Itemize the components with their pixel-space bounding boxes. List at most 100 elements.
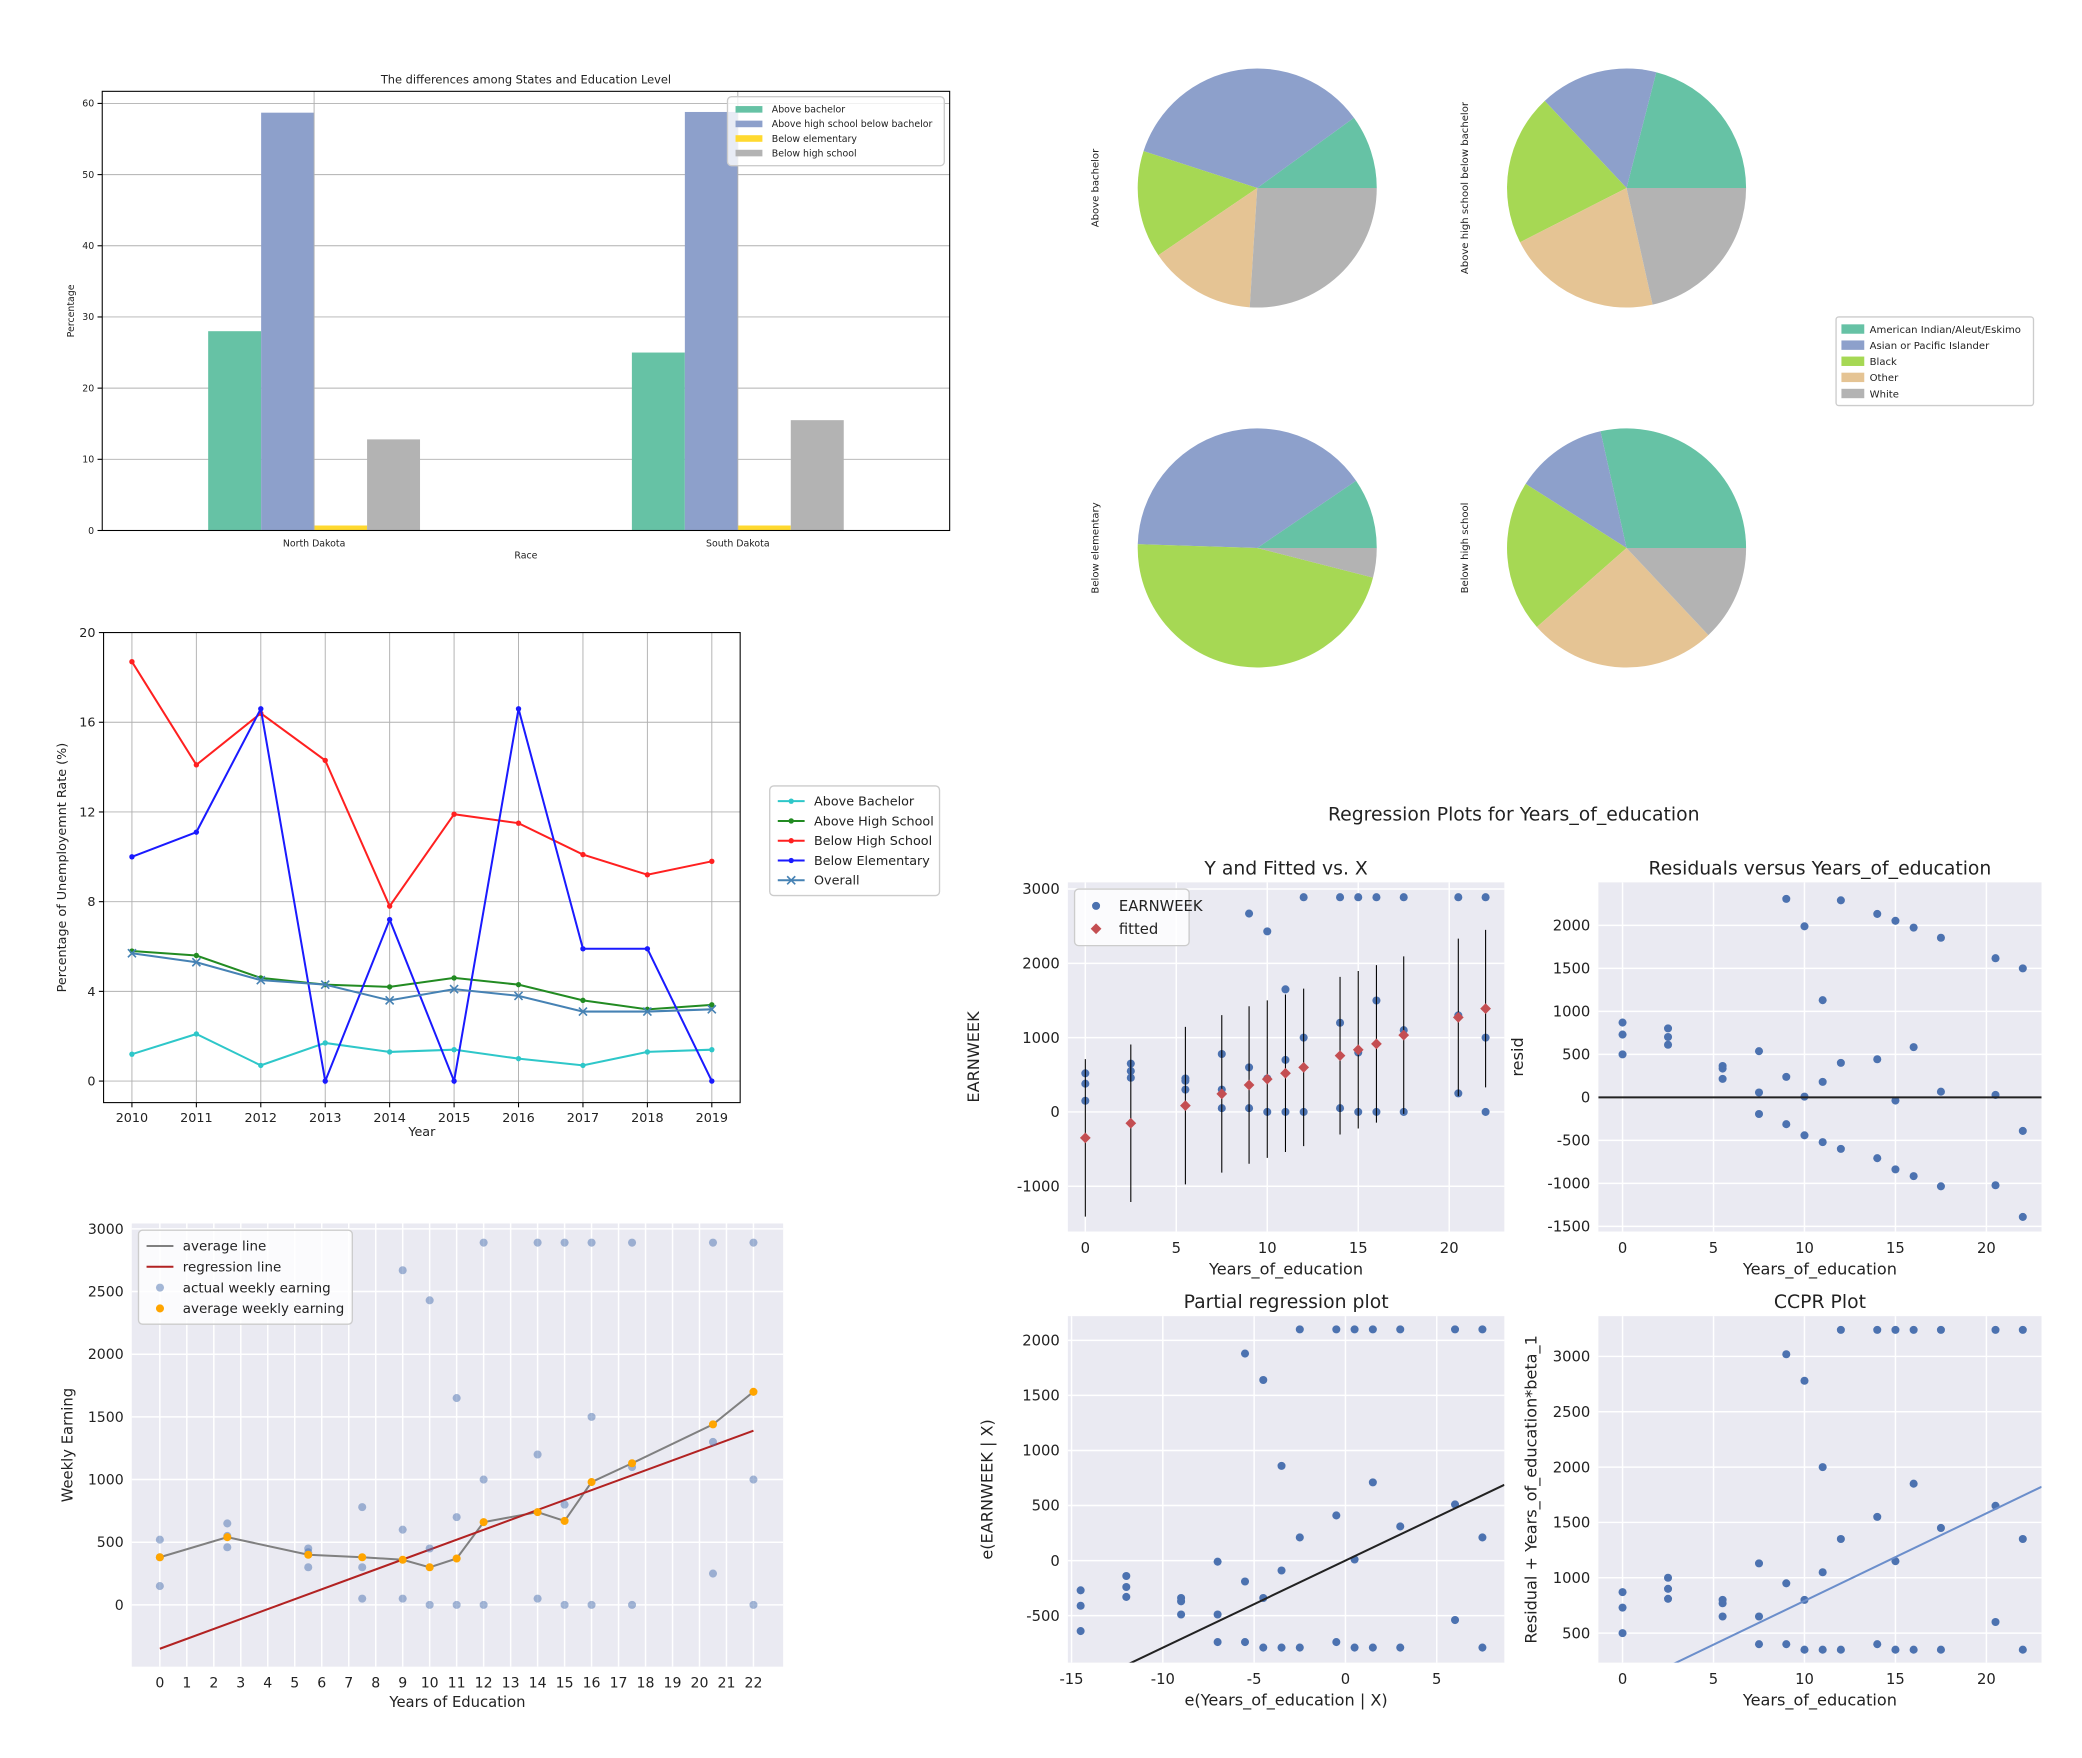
x-tick-label: 14 [529,1675,547,1691]
legend-label: fitted [1119,921,1158,938]
y-tick-label: -1000 [1547,1176,1590,1193]
point [1372,893,1381,902]
legend-label: average line [183,1240,266,1255]
legend-marker [788,857,794,864]
point [515,820,522,826]
legend-swatch [1841,356,1865,366]
x-tick-label: -5 [1247,1671,1262,1688]
point [533,1508,542,1517]
point [1259,1643,1268,1652]
legend-label: EARNWEEK [1119,898,1203,915]
y-tick-label: 500 [1562,1625,1590,1642]
point [515,981,522,988]
x-tick-label: 6 [317,1675,326,1691]
point [451,975,457,981]
x-tick-label: 10 [1795,1671,1814,1688]
point [2018,1126,2027,1135]
point [708,1238,718,1247]
point [1216,1088,1228,1100]
point [1782,1120,1791,1129]
point [708,1437,718,1446]
point [1909,923,1918,932]
pie-wedge [1137,428,1357,548]
y-tick-label: 12 [79,805,95,820]
legend-marker [155,1283,165,1292]
y-axis-label: Weekly Earning [60,1388,77,1502]
y-tick-label: 2000 [1553,918,1591,935]
point [1076,1601,1085,1610]
point [1352,1044,1364,1056]
point [129,1051,135,1057]
point [580,997,586,1004]
point [1618,1018,1627,1027]
legend: average line regression line actual weekly… [137,1229,353,1325]
y-tick-label: 2000 [1022,956,1060,973]
plot-area [208,111,844,531]
point [425,1600,434,1609]
plot-area [1079,893,1491,1217]
plot-frame [103,632,741,1104]
pie-wedge [1626,72,1747,189]
y-tick-label: 1500 [1553,1515,1591,1532]
point [155,1535,164,1544]
point [479,1518,488,1527]
point [515,1055,522,1062]
point [1991,1618,2000,1627]
y-tick-label: -1500 [1547,1219,1590,1236]
point [1240,1577,1250,1586]
point [708,1569,718,1578]
x-axis-label: Years_of_education [1742,1260,1897,1280]
point [1298,1062,1310,1073]
chart-title: The differences among States and Educati… [380,72,671,86]
x-tick-label: -10 [1151,1671,1175,1688]
x-axis-label: Years_of_education [1208,1260,1363,1280]
point [707,1004,717,1014]
y-tick-label: 4 [87,985,95,1000]
x-tick-label: 17 [610,1675,628,1691]
point [129,659,135,665]
x-tick-label: 18 [637,1675,655,1691]
y-axis-label: Residual + Years_of_education*beta_1 [1522,1335,1542,1644]
point [1332,1511,1341,1520]
legend: Above bachelor Above high school below ba… [726,96,945,167]
x-tick-label: 2015 [438,1111,470,1126]
point [587,1600,596,1609]
x-tick-label: 10 [1795,1240,1814,1257]
legend-marker [788,838,794,844]
x-tick-label: 2019 [696,1111,728,1126]
point [1478,1533,1487,1542]
y-tick-label: 0 [87,1075,95,1090]
point [1836,1144,1845,1153]
legend-label: Below high school [772,148,857,159]
y-tick-label: 0 [115,1598,124,1614]
y-tick-label: -500 [1557,1133,1591,1150]
point [1478,1325,1487,1334]
y-tick-label: 0 [88,526,94,537]
x-tick-label: 5 [290,1675,299,1691]
point [580,851,586,858]
point [358,1503,367,1512]
pie-wedge [1257,547,1377,578]
y-tick-label: 1500 [1553,961,1591,978]
pie-wedge [1143,68,1354,189]
x-tick-label: 2011 [180,1111,212,1126]
legend-label: Below High School [814,834,932,849]
point [1295,1643,1304,1652]
point [1295,1325,1304,1334]
x-tick-label: 3 [236,1675,245,1691]
legend-swatch [1841,372,1865,383]
figure-title: Regression Plots for Years_of_education [1328,805,1700,826]
point [452,1513,461,1522]
point [1782,1640,1791,1649]
legend-marker [1092,901,1101,910]
point [386,916,393,923]
point [1936,1523,1945,1532]
x-tick-label: 11 [448,1675,466,1691]
point [193,952,200,959]
legend-label: White [1870,389,1899,400]
y-tick-label: 1500 [88,1410,124,1426]
pie-wedge [1600,428,1747,548]
x-tick-label: 21 [718,1675,736,1691]
legend-label: Below Elementary [814,854,930,869]
point [1936,1182,1945,1191]
